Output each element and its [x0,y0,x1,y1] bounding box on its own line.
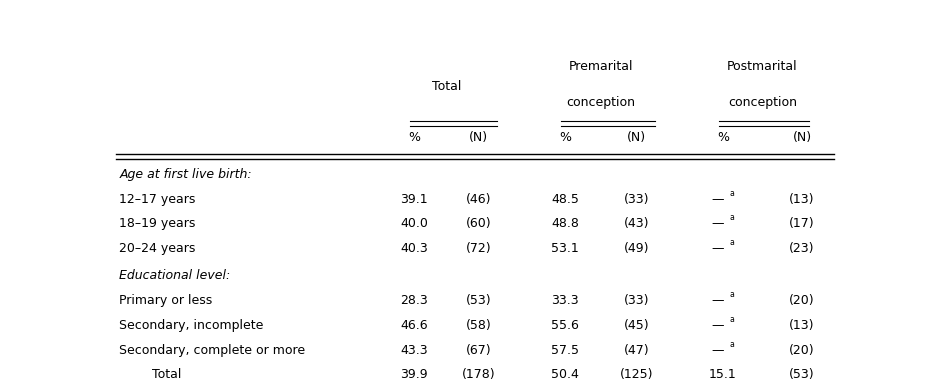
Text: (13): (13) [789,319,815,332]
Text: Secondary, complete or more: Secondary, complete or more [120,343,306,357]
Text: %: % [717,131,729,144]
Text: (53): (53) [789,368,815,381]
Text: Primary or less: Primary or less [120,294,212,307]
Text: 39.9: 39.9 [400,368,428,381]
Text: a: a [730,213,735,222]
Text: 20–24 years: 20–24 years [120,242,196,255]
Text: 33.3: 33.3 [551,294,578,307]
Text: Total: Total [152,368,181,381]
Text: (N): (N) [469,131,489,144]
Text: Age at first live birth:: Age at first live birth: [120,168,252,181]
Text: (45): (45) [624,319,650,332]
Text: a: a [730,339,735,348]
Text: 48.5: 48.5 [551,192,578,206]
Text: 40.3: 40.3 [400,242,428,255]
Text: 55.6: 55.6 [551,319,578,332]
Text: 50.4: 50.4 [551,368,578,381]
Text: a: a [730,290,735,299]
Text: conception: conception [566,96,635,109]
Text: (53): (53) [466,294,491,307]
Text: a: a [730,238,735,247]
Text: 43.3: 43.3 [400,343,428,357]
Text: (17): (17) [789,218,815,230]
Text: —: — [711,218,723,230]
Text: (46): (46) [466,192,491,206]
Text: a: a [730,189,735,198]
Text: (49): (49) [624,242,650,255]
Text: —: — [711,294,723,307]
Text: (72): (72) [466,242,491,255]
Text: Total: Total [432,80,461,93]
Text: 28.3: 28.3 [400,294,428,307]
Text: (67): (67) [466,343,491,357]
Text: —: — [711,192,723,206]
Text: (33): (33) [624,294,650,307]
Text: %: % [408,131,420,144]
Text: 40.0: 40.0 [400,218,428,230]
Text: (N): (N) [793,131,811,144]
Text: Educational level:: Educational level: [120,269,231,282]
Text: (N): (N) [628,131,646,144]
Text: Secondary, incomplete: Secondary, incomplete [120,319,264,332]
Text: conception: conception [728,96,797,109]
Text: (13): (13) [789,192,815,206]
Text: 15.1: 15.1 [709,368,737,381]
Text: —: — [711,242,723,255]
Text: 53.1: 53.1 [551,242,578,255]
Text: (43): (43) [624,218,650,230]
Text: Premarital: Premarital [568,60,633,73]
Text: Postmarital: Postmarital [727,60,798,73]
Text: (20): (20) [789,343,815,357]
Text: (58): (58) [465,319,491,332]
Text: 57.5: 57.5 [551,343,578,357]
Text: (23): (23) [789,242,815,255]
Text: (20): (20) [789,294,815,307]
Text: (60): (60) [466,218,491,230]
Text: (47): (47) [624,343,650,357]
Text: 39.1: 39.1 [400,192,428,206]
Text: (125): (125) [620,368,654,381]
Text: 18–19 years: 18–19 years [120,218,196,230]
Text: a: a [730,315,735,324]
Text: —: — [711,343,723,357]
Text: (178): (178) [462,368,496,381]
Text: 12–17 years: 12–17 years [120,192,196,206]
Text: —: — [711,319,723,332]
Text: (33): (33) [624,192,650,206]
Text: 46.6: 46.6 [400,319,428,332]
Text: %: % [559,131,571,144]
Text: 48.8: 48.8 [551,218,578,230]
